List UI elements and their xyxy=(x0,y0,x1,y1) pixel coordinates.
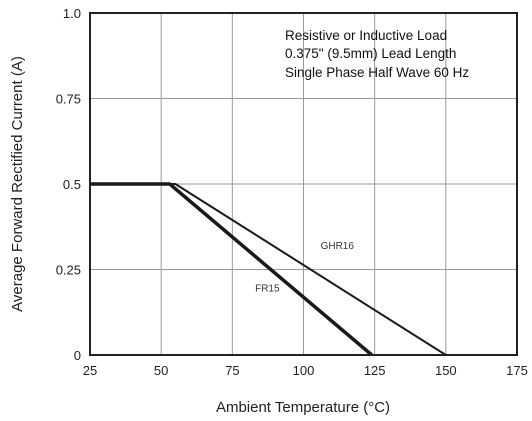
y-tick-label: 0.75 xyxy=(56,92,81,107)
x-tick-label: 100 xyxy=(293,363,315,378)
y-tick-label: 1.0 xyxy=(63,6,81,21)
x-axis-title: Ambient Temperature (°C) xyxy=(216,399,390,416)
annotation-line-2: 0.375" (9.5mm) Lead Length xyxy=(285,46,456,61)
annotation-line-3: Single Phase Half Wave 60 Hz xyxy=(285,65,469,80)
series-lines xyxy=(90,182,447,357)
y-tick-label: 0.5 xyxy=(63,177,81,192)
y-tick-label: 0 xyxy=(74,348,81,363)
plot-frame xyxy=(89,12,518,356)
x-tick-label: 25 xyxy=(83,363,97,378)
x-tick-label: 150 xyxy=(435,363,457,378)
y-axis-title: Average Forward Rectified Current (A) xyxy=(9,56,26,312)
x-tick-labels: 25 50 75 100 125 150 175 xyxy=(83,363,528,378)
series-label-fr15: FR15 xyxy=(255,284,280,295)
x-tick-label: 125 xyxy=(364,363,386,378)
x-tick-label: 75 xyxy=(225,363,239,378)
annotation-line-1: Resistive or Inductive Load xyxy=(285,28,447,43)
y-tick-label: 0.25 xyxy=(56,263,81,278)
series-labels: GHR16 FR15 xyxy=(255,241,354,295)
series-label-ghr16: GHR16 xyxy=(321,241,355,252)
x-tick-label: 175 xyxy=(506,363,528,378)
series-line-fr15 xyxy=(90,182,373,357)
y-tick-labels: 0 0.25 0.5 0.75 1.0 xyxy=(56,6,81,363)
x-tick-label: 50 xyxy=(154,363,168,378)
